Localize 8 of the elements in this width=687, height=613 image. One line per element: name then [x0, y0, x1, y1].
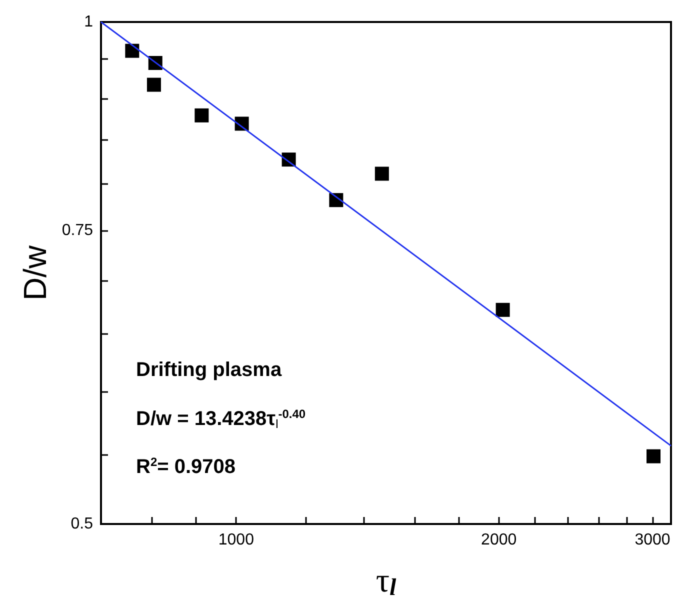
y-tick-label: 1: [84, 14, 94, 30]
annotation: Drifting plasma: [136, 359, 282, 381]
y-tick-label: 0.5: [70, 516, 94, 532]
x-tick-label: 2000: [481, 532, 517, 548]
y-axis-title: D/w: [16, 244, 53, 301]
y-tick-label: 0.75: [62, 222, 94, 239]
x-tick-label: 1000: [218, 532, 254, 548]
x-tick-label: 3000: [634, 532, 670, 548]
